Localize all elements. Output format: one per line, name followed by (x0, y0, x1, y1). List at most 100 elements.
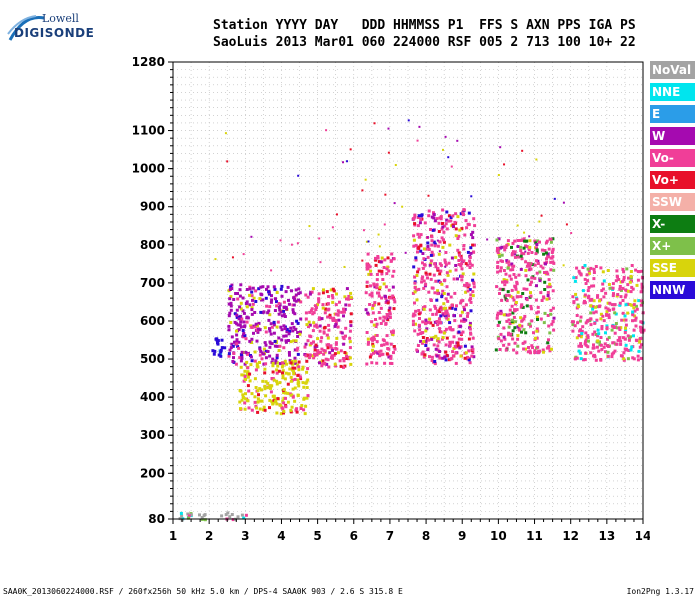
echo-point (295, 319, 299, 323)
echo-point (328, 313, 332, 317)
echo-point (254, 368, 258, 372)
echo-point (388, 306, 392, 310)
echo-point (443, 355, 447, 359)
echo-point (296, 382, 300, 385)
echo-point (546, 252, 550, 256)
echo-point (308, 225, 311, 228)
echo-point (442, 230, 446, 234)
echo-point (544, 241, 548, 245)
echo-point (549, 268, 553, 272)
echo-point (462, 247, 466, 251)
echo-point (296, 363, 300, 367)
echo-point (514, 253, 517, 256)
echo-point (430, 359, 434, 362)
echo-point (333, 352, 337, 356)
echo-point (548, 285, 552, 289)
echo-point (275, 379, 279, 383)
echo-point (256, 389, 260, 393)
echo-point (442, 238, 445, 242)
echo-point (230, 335, 234, 339)
echo-point (384, 295, 387, 299)
echo-point (494, 348, 498, 352)
echo-point (449, 295, 453, 299)
echo-point (390, 330, 393, 334)
echo-point (507, 260, 511, 264)
echo-point (519, 254, 523, 258)
echo-point (529, 291, 532, 295)
echo-point (373, 285, 377, 289)
echo-point (467, 223, 471, 227)
echo-point (416, 270, 420, 274)
echo-point (513, 326, 517, 330)
echo-point (380, 296, 384, 300)
echo-point (269, 384, 273, 388)
echo-point (244, 397, 248, 401)
echo-point (292, 370, 296, 374)
echo-point (250, 290, 254, 294)
echo-point (387, 151, 390, 154)
echo-point (290, 289, 293, 293)
echo-point (326, 315, 330, 319)
echo-point (330, 294, 334, 297)
echo-point (239, 353, 243, 357)
echo-point (404, 251, 407, 254)
echo-point (551, 255, 555, 259)
echo-point (619, 326, 623, 330)
echo-point (296, 378, 300, 382)
echo-point (388, 361, 392, 365)
echo-point (326, 336, 330, 340)
echo-point (242, 516, 246, 520)
echo-point (241, 393, 245, 397)
echo-point (365, 280, 369, 284)
echo-point (582, 358, 585, 362)
echo-point (456, 344, 460, 348)
echo-point (333, 324, 337, 328)
echo-point (260, 293, 264, 297)
echo-point (576, 303, 580, 307)
echo-point (617, 278, 621, 281)
echo-point (280, 338, 284, 342)
echo-point (375, 334, 379, 337)
echo-point (456, 215, 460, 219)
echo-point (454, 307, 458, 311)
echo-point (502, 343, 506, 347)
echo-point (606, 307, 610, 311)
echo-point (227, 328, 231, 332)
echo-point (259, 399, 263, 403)
echo-point (517, 273, 521, 277)
echo-point (495, 316, 499, 320)
echo-point (618, 301, 622, 305)
echo-point (446, 299, 450, 303)
echo-point (278, 403, 282, 407)
echo-point (428, 263, 432, 267)
echo-point (343, 307, 347, 311)
echo-point (434, 347, 438, 351)
echo-point (586, 336, 590, 339)
echo-point (640, 326, 644, 330)
echo-point (283, 377, 287, 381)
echo-point (530, 276, 534, 280)
echo-point (261, 408, 265, 412)
echo-point (250, 312, 254, 316)
echo-point (550, 347, 553, 351)
echo-point (324, 307, 327, 311)
echo-point (280, 284, 284, 288)
echo-point (452, 347, 456, 350)
echo-point (257, 321, 261, 325)
echo-point (428, 272, 432, 276)
echo-point (457, 259, 461, 262)
echo-point (633, 318, 637, 322)
echo-point (282, 391, 286, 395)
echo-point (427, 320, 431, 324)
echo-point (627, 337, 631, 341)
echo-point (248, 303, 252, 307)
echo-point (542, 321, 546, 325)
echo-point (589, 266, 593, 270)
echo-point (219, 350, 223, 354)
echo-point (293, 298, 297, 302)
echo-point (457, 251, 461, 255)
echo-point (546, 294, 550, 297)
echo-point (232, 356, 235, 360)
echo-point (599, 317, 603, 321)
echo-point (263, 371, 267, 375)
